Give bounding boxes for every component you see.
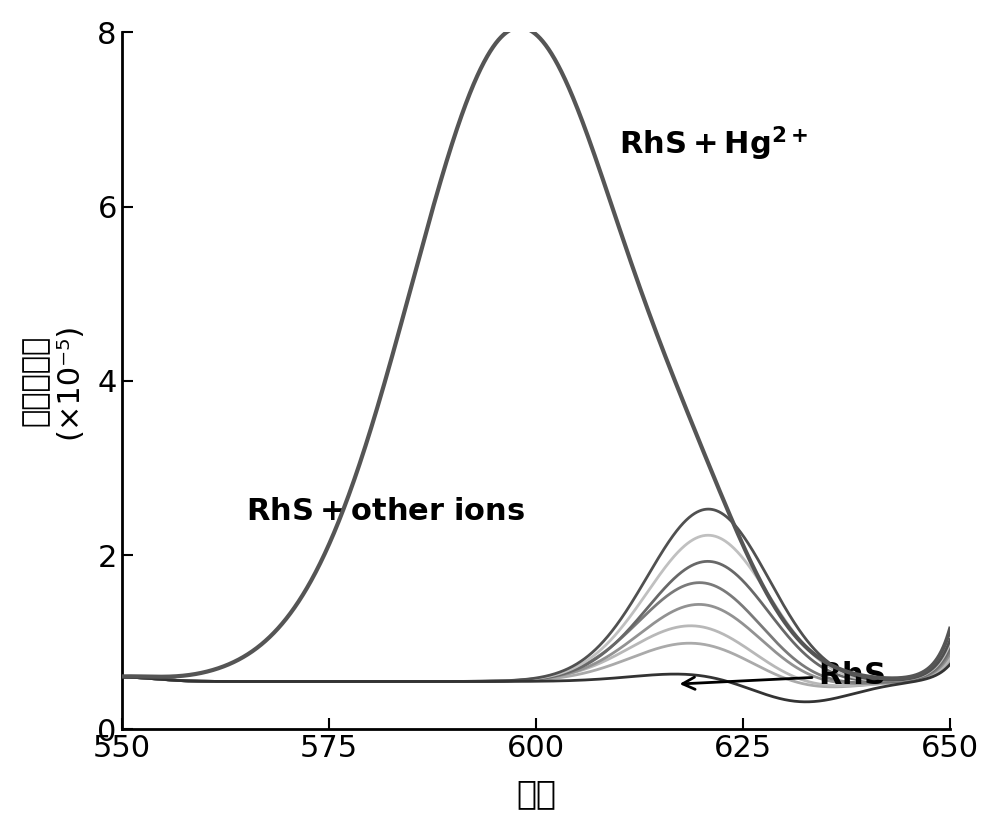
Text: $\bf{RhS+Hg^{2+}}$: $\bf{RhS+Hg^{2+}}$ xyxy=(619,125,808,163)
Text: $\bf{RhS}$: $\bf{RhS}$ xyxy=(683,660,885,691)
Y-axis label: 上转换强度
(×10⁻⁵): 上转换强度 (×10⁻⁵) xyxy=(21,322,83,439)
X-axis label: 波长: 波长 xyxy=(516,777,556,810)
Text: $\bf{RhS+other\ ions}$: $\bf{RhS+other\ ions}$ xyxy=(246,496,525,528)
